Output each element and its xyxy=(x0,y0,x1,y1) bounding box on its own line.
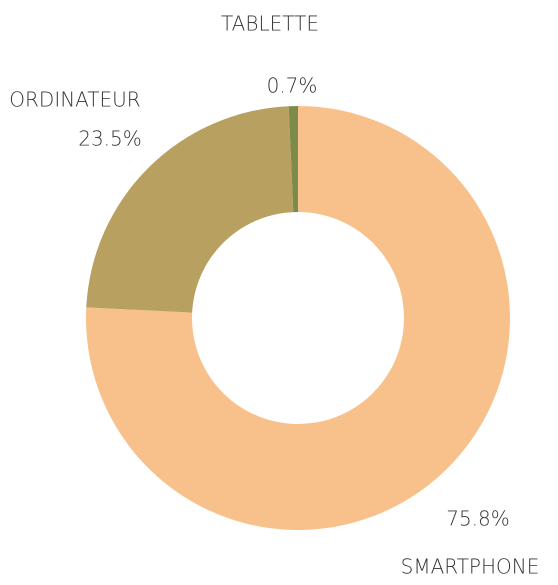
value-label: 0.7% xyxy=(267,74,318,98)
value-label: 75.8% xyxy=(446,507,510,531)
donut-slice xyxy=(288,106,298,213)
category-label: SMARTPHONE xyxy=(401,555,540,579)
donut-slice xyxy=(86,106,510,530)
value-label: 23.5% xyxy=(78,127,142,151)
donut-slice xyxy=(86,106,294,313)
category-label: TABLETTE xyxy=(221,12,319,36)
category-label: ORDINATEUR xyxy=(9,88,140,112)
